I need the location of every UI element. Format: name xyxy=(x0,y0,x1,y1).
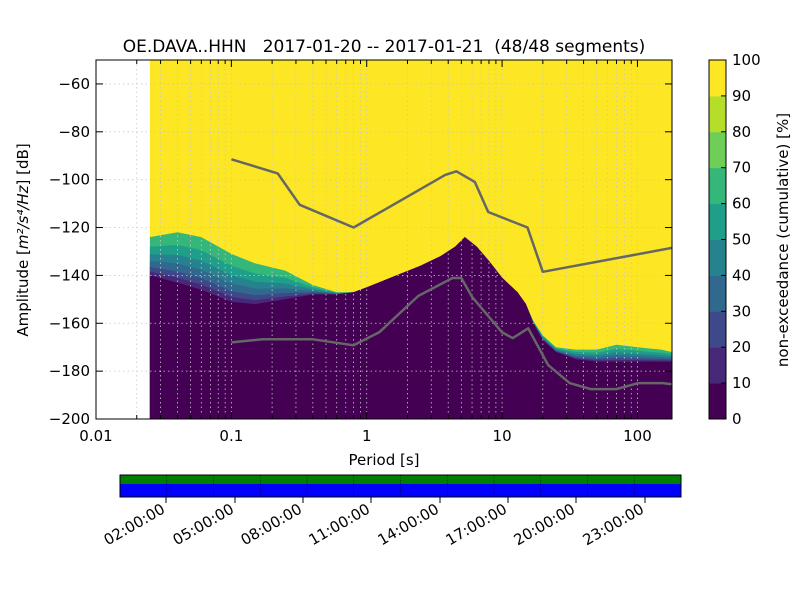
coverage-frame xyxy=(119,474,682,498)
chart-title: OE.DAVA..HHN 2017-01-20 -- 2017-01-21 (4… xyxy=(123,37,646,57)
colorbar-segment xyxy=(709,383,726,420)
colorbar-segment xyxy=(709,203,726,240)
colorbar-tick-label: 20 xyxy=(732,338,751,356)
y-tick-label: −200 xyxy=(49,410,90,428)
y-tick-label: −140 xyxy=(49,266,90,284)
plot-frame xyxy=(95,59,673,420)
x-tick-label: 0.01 xyxy=(79,427,112,445)
colorbar-segment xyxy=(709,311,726,348)
y-axis-ticks: −60 −80 −100 −120 −140 −160 −180 −200 xyxy=(49,75,672,428)
x-axis-ticks: 0.01 0.1 1 10 100 xyxy=(79,60,652,445)
noise-model-low-line xyxy=(231,276,672,391)
psd-heatmap xyxy=(149,60,672,419)
coverage-time-label: 23:00:00 xyxy=(580,500,647,549)
colorbar-tick-label: 90 xyxy=(732,87,751,105)
colorbar-tick-label: 80 xyxy=(732,123,751,141)
colorbar-segment xyxy=(709,60,726,97)
heatmap-low-region xyxy=(149,237,672,419)
coverage-time-label: 17:00:00 xyxy=(443,500,510,549)
colorbar-tick-label: 70 xyxy=(732,159,751,177)
y-tick-label: −180 xyxy=(49,362,90,380)
colorbar-segment xyxy=(709,239,726,276)
colorbar-segment xyxy=(709,347,726,384)
coverage-time-label: 05:00:00 xyxy=(170,500,237,549)
y-tick-label: −120 xyxy=(49,219,90,237)
x-axis-label: Period [s] xyxy=(348,451,419,469)
y-axis-label: Amplitude [m²/s⁴/Hz] [dB] xyxy=(14,143,32,336)
colorbar-segment xyxy=(709,275,726,312)
colorbar-tick-label: 10 xyxy=(732,374,751,392)
x-tick-label: 1 xyxy=(362,427,372,445)
colorbar-label: non-exceedance (cumulative) [%] xyxy=(774,113,792,367)
y-axis-label-prefix: Amplitude [ xyxy=(14,249,32,337)
coverage-time-label: 20:00:00 xyxy=(511,500,578,549)
y-axis-label-unit: m²/s⁴/Hz xyxy=(14,184,32,249)
coverage-bar: 02:00:00 05:00:00 08:00:00 11:00:00 14:00:00… xyxy=(101,474,682,549)
y-tick-label: −160 xyxy=(49,314,90,332)
y-tick-label: −100 xyxy=(49,171,90,189)
colorbar-tick-label: 50 xyxy=(732,231,751,249)
coverage-data-strip xyxy=(120,475,681,484)
colorbar-tick-label: 30 xyxy=(732,302,751,320)
plot-area: 0.01 0.1 1 10 100 −60 −80 −100 −120 −140 −160 −180… xyxy=(49,59,673,445)
coverage-time-label: 08:00:00 xyxy=(238,500,305,549)
noise-model-high-line xyxy=(231,158,672,274)
coverage-time-label: 02:00:00 xyxy=(101,500,168,549)
colorbar-tick-label: 100 xyxy=(732,51,761,69)
noise-models xyxy=(231,158,672,391)
colorbar-tick-label: 40 xyxy=(732,266,751,284)
colorbar-tick-label: 60 xyxy=(732,195,751,213)
coverage-time-label: 11:00:00 xyxy=(306,500,373,549)
colorbar-segment xyxy=(709,131,726,169)
x-tick-label: 100 xyxy=(623,427,652,445)
y-tick-label: −60 xyxy=(58,75,90,93)
y-axis-label-suffix: ] [dB] xyxy=(14,143,32,185)
colorbar-segment xyxy=(709,167,726,205)
x-tick-label: 10 xyxy=(493,427,512,445)
colorbar-tick-label: 0 xyxy=(732,410,742,428)
coverage-time-label: 14:00:00 xyxy=(375,500,442,549)
colorbar-segment xyxy=(709,95,726,133)
y-tick-label: −80 xyxy=(58,123,90,141)
x-tick-label: 0.1 xyxy=(219,427,243,445)
colorbar: 0 10 20 30 40 50 60 70 80 90 100 xyxy=(708,51,761,428)
